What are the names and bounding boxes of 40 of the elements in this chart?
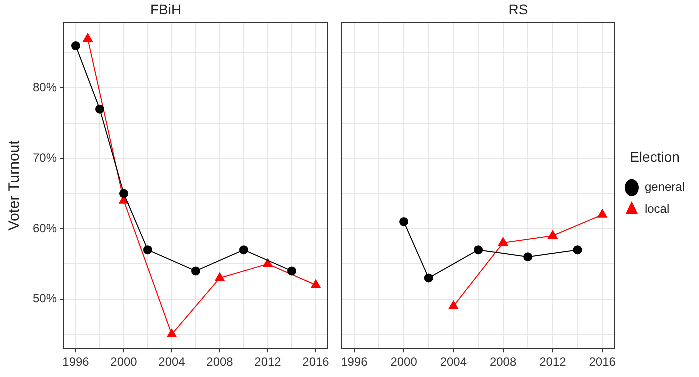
x-tick-label: 1996	[62, 355, 90, 370]
chart-title: RS	[508, 1, 528, 18]
x-tick-label: 2012	[254, 355, 282, 370]
point	[474, 246, 483, 255]
point	[192, 266, 200, 276]
x-tick-label: 2012	[540, 355, 567, 370]
point	[597, 208, 608, 218]
point	[96, 104, 104, 114]
x-tick-label: 2004	[158, 355, 186, 370]
x-tick-label: 2016	[302, 355, 330, 370]
y-axis-title: Voter Turnout	[6, 140, 24, 231]
point	[573, 246, 582, 255]
point	[72, 42, 80, 51]
point	[424, 274, 434, 283]
point	[166, 328, 178, 338]
y-tick-label: 50%	[32, 292, 58, 306]
x-tick-label: 2008	[490, 355, 517, 370]
legend-label: local	[644, 202, 670, 216]
point	[240, 246, 248, 255]
chart-title: FBiH	[150, 1, 182, 18]
point	[548, 230, 558, 240]
point	[120, 189, 128, 198]
legend-title: Election	[630, 148, 680, 165]
point	[498, 237, 508, 246]
y-tick-label: 70%	[32, 150, 58, 165]
x-tick-label: 2004	[440, 355, 468, 370]
point	[310, 279, 322, 288]
legend-label: general	[644, 180, 685, 194]
x-tick-label: 2000	[110, 355, 138, 370]
x-tick-label: 2000	[390, 355, 418, 370]
point	[524, 252, 533, 262]
y-tick-label: 80%	[32, 80, 58, 95]
point	[288, 266, 296, 276]
x-tick-label: 2008	[206, 355, 234, 370]
point	[400, 217, 409, 226]
point	[144, 246, 152, 255]
point	[214, 272, 226, 282]
x-tick-label: 1996	[341, 355, 368, 370]
y-tick-label: 60%	[32, 221, 58, 236]
x-tick-label: 2016	[589, 355, 616, 370]
